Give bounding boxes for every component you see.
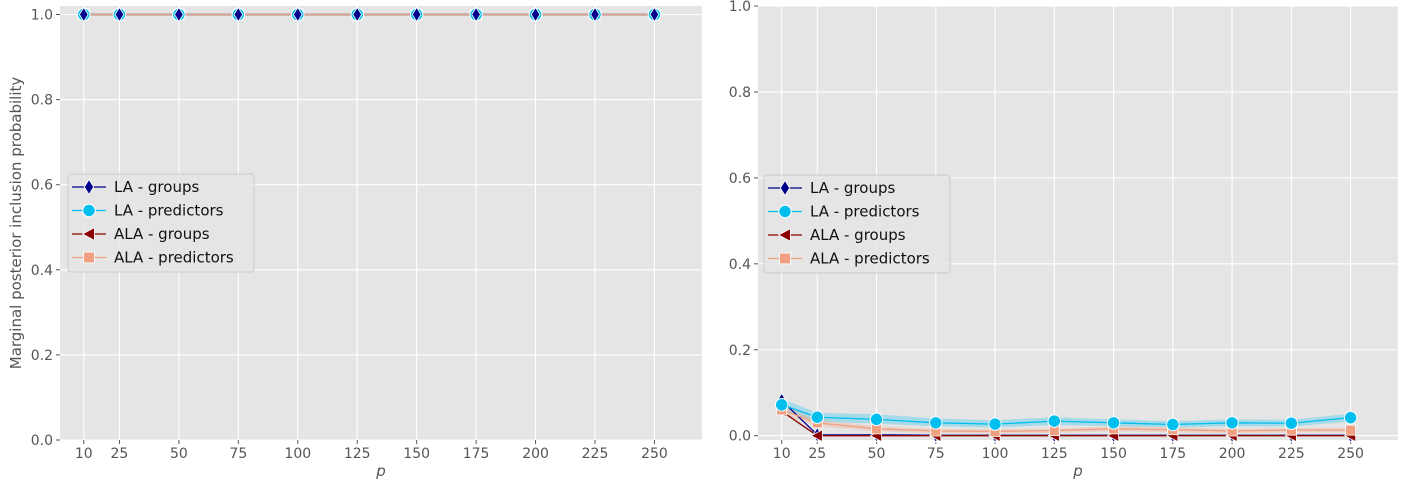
data-point-0 <box>530 6 541 23</box>
x-tick-label: 200 <box>1219 446 1246 462</box>
x-tick-label: 10 <box>75 446 93 462</box>
y-tick-label: 0.6 <box>729 171 751 187</box>
x-tick-label: 25 <box>808 446 826 462</box>
legend-marker-0 <box>83 178 95 196</box>
y-tick-label: 1.0 <box>729 0 751 15</box>
left-y-axis-label: Marginal posterior inclusion probability <box>7 77 25 370</box>
data-point-0 <box>174 6 184 23</box>
legend-label-0: LA - groups <box>114 178 199 196</box>
legend-label-1: LA - predictors <box>810 203 920 221</box>
y-tick-label: 1.0 <box>31 8 53 24</box>
legend-box <box>763 174 951 274</box>
data-point-3 <box>1345 424 1357 436</box>
y-tick-label: 0.0 <box>729 429 751 445</box>
data-point-0 <box>649 6 660 23</box>
x-tick-label: 175 <box>463 446 490 462</box>
legend-marker-0 <box>779 179 791 197</box>
x-tick-label: 50 <box>868 446 886 462</box>
legend-label-0: LA - groups <box>810 179 895 197</box>
left-chart-panel: 0.0 0.2 0.4 0.6 0.8 1.0 10 25 50 75 100 125 150 175 20… <box>7 6 702 480</box>
y-tick-label: 0.4 <box>31 263 53 279</box>
legend-marker-2 <box>777 227 791 243</box>
data-point-1 <box>1225 416 1239 430</box>
data-point-2 <box>810 429 823 443</box>
x-tick-label: 75 <box>927 446 945 462</box>
data-point-0 <box>590 6 600 23</box>
right-legend: LA - groups LA - predictors ALA - groups AL… <box>763 174 951 274</box>
legend-label-1: LA - predictors <box>114 202 224 220</box>
legend-marker-1 <box>82 203 96 218</box>
right-x-axis-label: p <box>1072 462 1083 480</box>
data-point-1 <box>1047 414 1062 428</box>
left-legend: LA - groups LA - predictors ALA - groups AL… <box>67 173 255 273</box>
y-tick-label: 0.8 <box>729 85 751 101</box>
data-point-0 <box>352 6 363 23</box>
x-tick-label: 225 <box>1278 446 1305 462</box>
y-tick-label: 0.4 <box>729 257 751 273</box>
data-point-0 <box>233 6 244 23</box>
data-point-1 <box>810 410 824 424</box>
data-point-1 <box>869 412 884 427</box>
x-tick-label: 100 <box>284 446 311 462</box>
right-chart-panel: 0.0 0.2 0.4 0.6 0.8 1.0 10 25 50 75 100 125 150 175 20… <box>729 0 1398 480</box>
data-point-1 <box>1166 417 1180 432</box>
data-point-1 <box>774 398 789 412</box>
legend-box <box>67 173 255 273</box>
legend-marker-1 <box>778 204 792 219</box>
legend-marker-2 <box>81 226 95 242</box>
x-tick-label: 125 <box>1041 446 1068 462</box>
y-tick-label: 0.0 <box>31 433 53 449</box>
data-point-0 <box>78 6 89 23</box>
x-tick-label: 50 <box>170 446 188 462</box>
data-point-1 <box>1284 416 1299 430</box>
data-point-1 <box>929 416 943 430</box>
x-tick-label: 150 <box>403 446 430 462</box>
legend-label-2: ALA - groups <box>810 226 906 244</box>
x-tick-label: 225 <box>582 446 609 462</box>
x-tick-label: 100 <box>982 446 1009 462</box>
y-tick-label: 0.2 <box>729 343 751 359</box>
x-tick-label: 125 <box>344 446 371 462</box>
data-point-0 <box>114 6 125 23</box>
x-tick-label: 150 <box>1100 446 1127 462</box>
x-tick-label: 250 <box>1337 446 1364 462</box>
data-point-1 <box>1106 416 1121 430</box>
x-tick-label: 200 <box>522 446 549 462</box>
legend-label-3: ALA - predictors <box>810 250 930 268</box>
left-x-axis-label: p <box>375 462 386 480</box>
data-point-1 <box>988 417 1002 431</box>
y-tick-label: 0.2 <box>31 348 53 364</box>
x-tick-label: 75 <box>229 446 247 462</box>
x-tick-label: 10 <box>773 446 791 462</box>
data-point-1 <box>1343 410 1358 425</box>
legend-marker-3 <box>779 252 791 265</box>
y-tick-label: 0.8 <box>31 93 53 109</box>
legend-label-2: ALA - groups <box>114 225 210 243</box>
x-tick-label: 25 <box>111 446 129 462</box>
legend-marker-3 <box>83 251 95 264</box>
data-point-0 <box>411 6 422 23</box>
legend-label-3: ALA - predictors <box>114 249 234 267</box>
x-tick-label: 250 <box>641 446 668 462</box>
data-point-0 <box>471 6 481 23</box>
data-point-0 <box>292 6 303 23</box>
y-tick-label: 0.6 <box>31 178 53 194</box>
series-band-1 <box>781 398 1351 428</box>
x-tick-label: 175 <box>1159 446 1186 462</box>
